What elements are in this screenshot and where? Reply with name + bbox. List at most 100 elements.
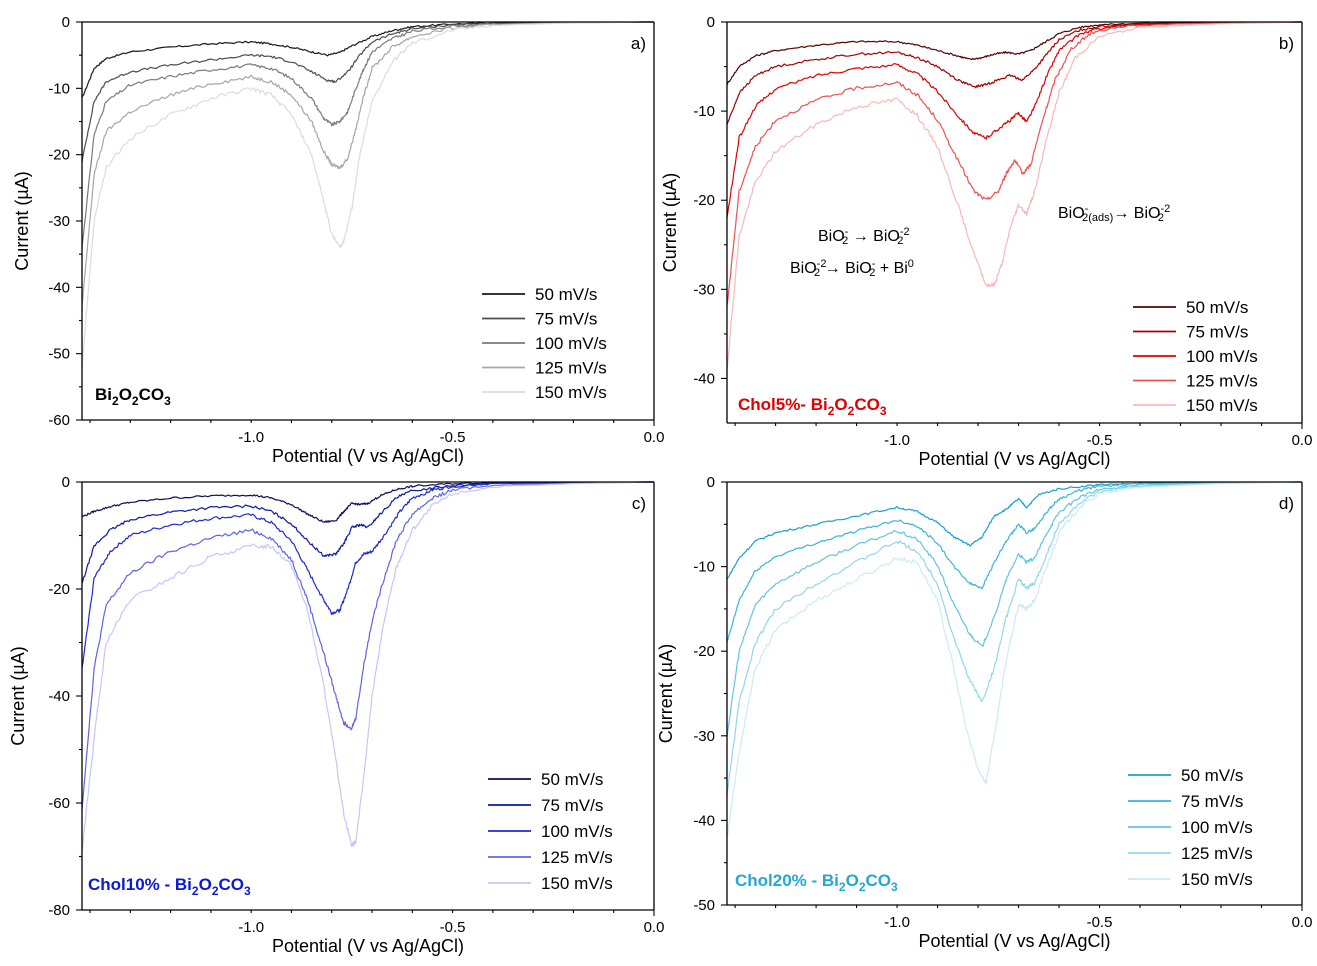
legend-entry: 100 mV/s	[541, 822, 613, 841]
y-tick-label: 0	[62, 474, 70, 491]
y-tick-label: -20	[48, 581, 70, 598]
legend-entry: 75 mV/s	[1186, 323, 1248, 342]
series-line	[726, 21, 1303, 125]
series-line	[81, 481, 654, 584]
legend-entry: 125 mV/s	[541, 848, 613, 867]
y-tick-label: -80	[48, 902, 70, 919]
legend-entry: 75 mV/s	[535, 310, 597, 329]
x-tick-label: 0.0	[1292, 914, 1313, 931]
sample-label: Chol20% - Bi2O2CO3	[735, 871, 898, 894]
reaction-annotation: BiO-2 → BiO-2 2	[818, 226, 910, 247]
panel-letter: d)	[1279, 494, 1294, 513]
x-tick-label: -0.5	[1087, 914, 1113, 931]
series-line	[81, 481, 654, 669]
series-line	[81, 21, 655, 370]
x-tick-label: 0.0	[644, 429, 665, 446]
legend-entry: 150 mV/s	[541, 874, 613, 893]
legend-entry: 150 mV/s	[1186, 396, 1258, 415]
y-tick-label: -10	[693, 559, 715, 576]
y-axis-label: Current (µA)	[660, 173, 680, 272]
series-line	[81, 481, 654, 523]
legend-entry: 50 mV/s	[1186, 298, 1248, 317]
legend: 50 mV/s 75 mV/s 100 mV/s 125 mV/s 150 mV/s	[1128, 766, 1253, 889]
legend: 50 mV/s 75 mV/s 100 mV/s 125 mV/s 150 mV/s	[488, 770, 613, 893]
panel-letter: c)	[632, 494, 646, 513]
y-tick-label: -40	[48, 279, 70, 296]
series-line	[726, 21, 1302, 86]
series-line	[726, 21, 1303, 306]
x-tick-label: -1.0	[238, 919, 264, 936]
y-tick-label: -60	[48, 795, 70, 812]
legend-entry: 125 mV/s	[1181, 844, 1253, 863]
chart-panel-b: 0 -10 -20 -30 -40 -1.0 -0.5 0.0 Potential (V vs …	[660, 14, 1312, 469]
chart-panel-d: 0 -10 -20 -30 -40 -50 -1.0 -0.5 0.0 Potential (V …	[656, 474, 1312, 951]
legend-entry: 100 mV/s	[1186, 347, 1258, 366]
y-tick-label: -20	[693, 643, 715, 660]
x-tick-label: -0.5	[440, 919, 466, 936]
chart-panel-c: 0 -20 -40 -60 -80 -1.0 -0.5 0.0 Potential (V vs …	[8, 474, 664, 956]
series-line	[81, 21, 654, 307]
legend-entry: 100 mV/s	[1181, 818, 1253, 837]
series-line	[81, 21, 654, 98]
y-tick-label: -10	[693, 103, 715, 120]
x-tick-label: 0.0	[644, 919, 665, 936]
series-line	[81, 481, 655, 852]
y-tick-label: 0	[62, 14, 70, 31]
y-tick-label: -20	[693, 192, 715, 209]
sample-label: Bi2O2CO3	[95, 385, 171, 408]
series-group	[81, 21, 655, 370]
series-group	[726, 21, 1303, 371]
y-tick-label: -50	[693, 897, 715, 914]
series-line	[726, 21, 1303, 218]
y-tick-label: -40	[693, 812, 715, 829]
series-line	[726, 481, 1303, 837]
legend-entry: 125 mV/s	[535, 359, 607, 378]
x-axis-label: Potential (V vs Ag/AgCl)	[272, 446, 464, 466]
y-tick-label: 0	[707, 474, 715, 491]
series-line	[81, 21, 654, 248]
x-axis-label: Potential (V vs Ag/AgCl)	[272, 936, 464, 956]
legend-entry: 50 mV/s	[535, 285, 597, 304]
series-line	[81, 481, 655, 810]
reaction-annotation: BiO-2 2 → BiO-2 + Bi0	[790, 258, 914, 279]
legend-entry: 75 mV/s	[1181, 792, 1243, 811]
legend: 50 mV/s 75 mV/s 100 mV/s 125 mV/s 150 mV/s	[482, 285, 607, 402]
sample-label: Chol5%- Bi2O2CO3	[738, 395, 887, 418]
x-tick-label: -1.0	[884, 432, 910, 449]
legend-entry: 150 mV/s	[1181, 870, 1253, 889]
y-axis-label: Current (µA)	[12, 171, 32, 270]
series-line	[726, 481, 1303, 796]
legend-entry: 150 mV/s	[535, 383, 607, 402]
y-tick-label: -60	[48, 412, 70, 429]
y-tick-label: -10	[48, 80, 70, 97]
x-axis-label: Potential (V vs Ag/AgCl)	[918, 449, 1110, 469]
series-line	[726, 481, 1303, 737]
y-tick-label: -40	[48, 688, 70, 705]
y-tick-label: -30	[693, 728, 715, 745]
panel-letter: b)	[1279, 34, 1294, 53]
legend-entry: 100 mV/s	[535, 334, 607, 353]
legend-entry: 75 mV/s	[541, 796, 603, 815]
series-line	[726, 21, 1303, 371]
legend-entry: 50 mV/s	[541, 770, 603, 789]
x-tick-label: -1.0	[238, 429, 264, 446]
sample-label: Chol10% - Bi2O2CO3	[88, 875, 251, 898]
legend-entry: 125 mV/s	[1186, 372, 1258, 391]
y-axis-label: Current (µA)	[8, 646, 28, 745]
y-tick-label: -30	[693, 281, 715, 298]
x-tick-label: -0.5	[440, 429, 466, 446]
y-tick-label: -50	[48, 346, 70, 363]
y-tick-label: 0	[707, 14, 715, 31]
y-tick-label: -40	[693, 370, 715, 387]
y-tick-label: -30	[48, 213, 70, 230]
x-tick-label: -0.5	[1087, 432, 1113, 449]
panel-letter: a)	[631, 34, 646, 53]
legend-entry: 50 mV/s	[1181, 766, 1243, 785]
series-line	[81, 21, 654, 163]
reaction-annotation: BiO-2(ads)→ BiO-2 2	[1058, 203, 1170, 224]
series-group	[726, 481, 1303, 837]
x-axis-label: Potential (V vs Ag/AgCl)	[918, 931, 1110, 951]
series-line	[726, 481, 1302, 643]
y-axis-label: Current (µA)	[656, 644, 676, 743]
